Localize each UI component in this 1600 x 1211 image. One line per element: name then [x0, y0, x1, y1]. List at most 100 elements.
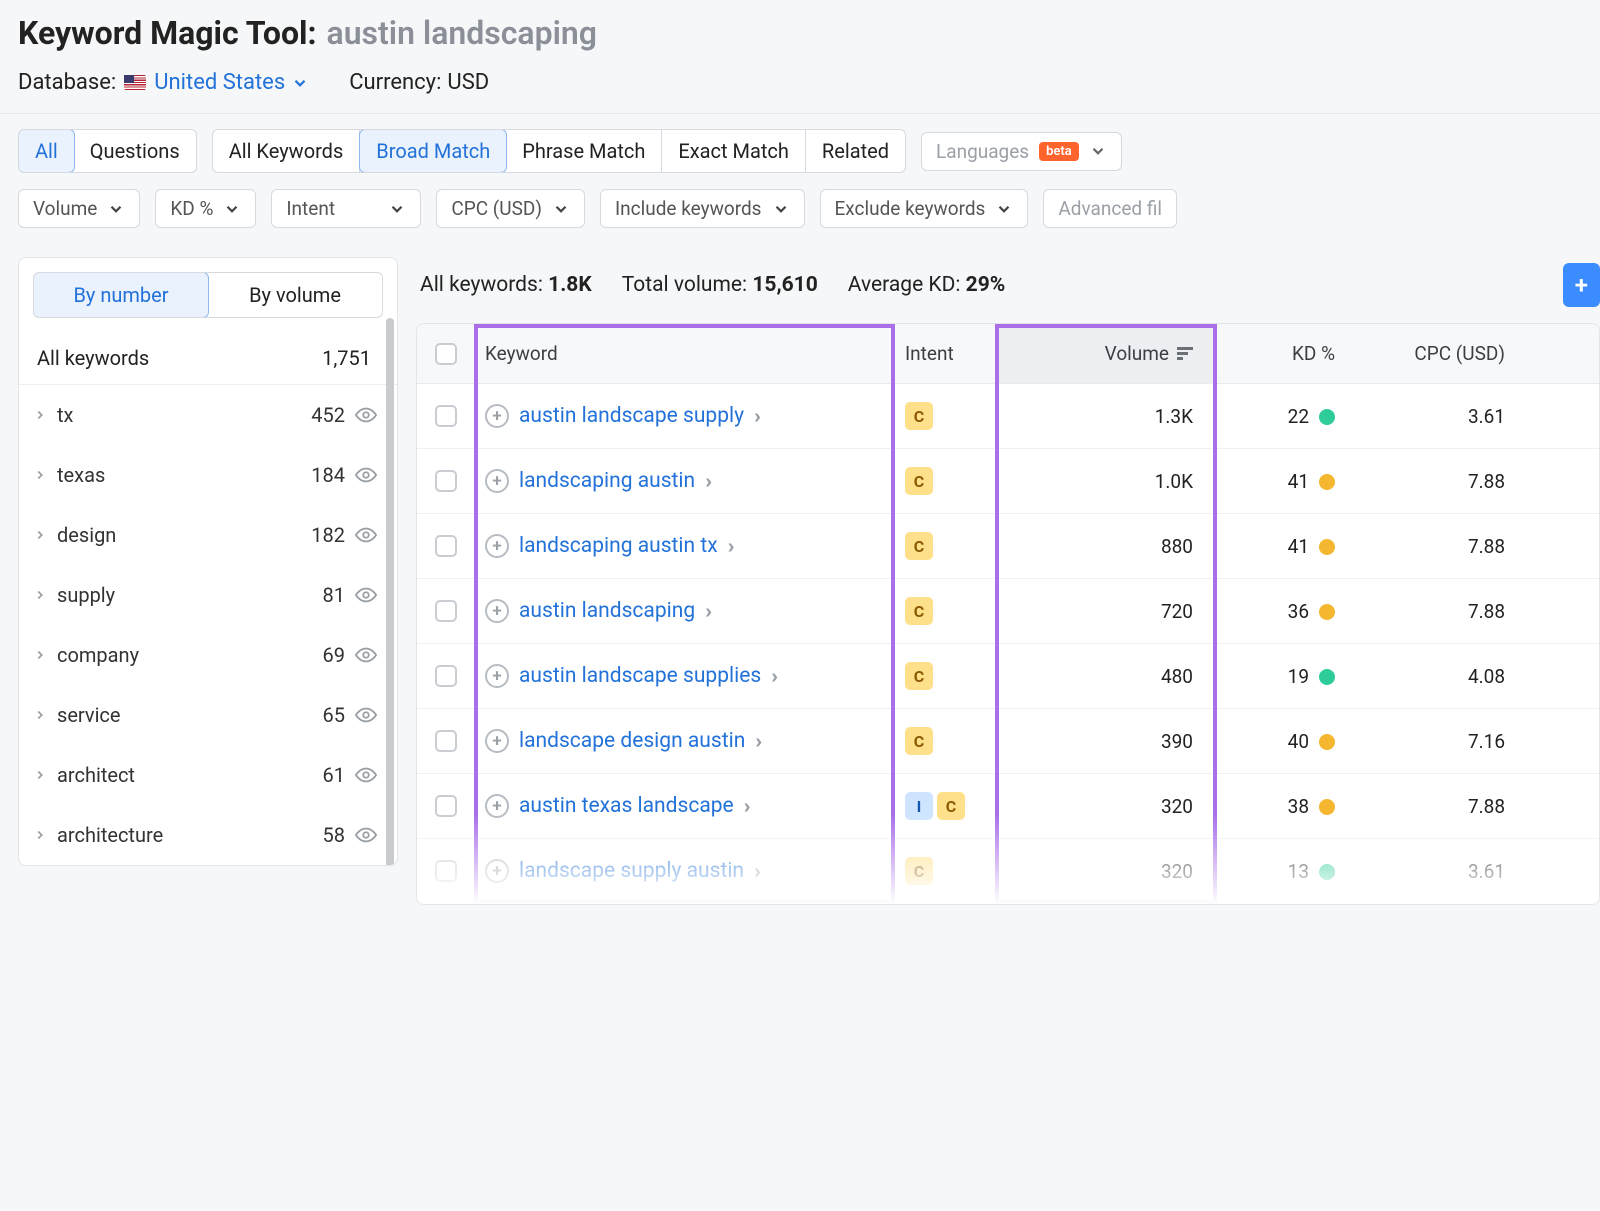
open-icon[interactable]: ›› [705, 599, 707, 623]
sidebar-all-keywords[interactable]: All keywords 1,751 [19, 332, 397, 385]
chevron-right-icon [33, 768, 47, 782]
open-icon[interactable]: ›› [771, 664, 773, 688]
keyword-cell: + austin landscape supplies ›› [485, 664, 885, 688]
expand-icon[interactable]: + [485, 599, 509, 623]
keyword-link[interactable]: austin texas landscape [519, 794, 734, 818]
eye-icon[interactable] [355, 404, 377, 426]
kd-cell: 38 [1215, 777, 1345, 836]
row-checkbox[interactable] [435, 470, 457, 492]
kd-dot-icon [1319, 474, 1335, 490]
volume-cell: 1.3K [995, 387, 1215, 446]
tab-exact-match[interactable]: Exact Match [662, 130, 806, 172]
tab-phrase-match[interactable]: Phrase Match [506, 130, 662, 172]
expand-icon[interactable]: + [485, 534, 509, 558]
intent-badge-c: C [905, 402, 933, 430]
sidebar-group-list: tx 452 texas 184 design 182 supply 81 co… [19, 385, 397, 865]
currency-value: USD [447, 70, 489, 95]
row-checkbox[interactable] [435, 860, 457, 882]
tab-related[interactable]: Related [806, 130, 905, 172]
sidebar-group-item[interactable]: architecture 58 [19, 805, 397, 865]
eye-icon[interactable] [355, 764, 377, 786]
chevron-right-icon [33, 648, 47, 662]
sidebar-group-item[interactable]: service 65 [19, 685, 397, 745]
expand-icon[interactable]: + [485, 794, 509, 818]
row-checkbox[interactable] [435, 535, 457, 557]
chevron-down-icon [107, 200, 125, 218]
sidebar-sort-tabs: By number By volume [33, 272, 383, 318]
sidebar-group-item[interactable]: architect 61 [19, 745, 397, 805]
th-checkbox [417, 325, 475, 383]
select-all-checkbox[interactable] [435, 343, 457, 365]
eye-icon[interactable] [355, 704, 377, 726]
sidebar-group-item[interactable]: supply 81 [19, 565, 397, 625]
row-checkbox[interactable] [435, 665, 457, 687]
th-cpc[interactable]: CPC (USD) [1345, 324, 1515, 383]
intent-badge-c: C [905, 597, 933, 625]
filter-include[interactable]: Include keywords [600, 189, 805, 228]
eye-icon[interactable] [355, 524, 377, 546]
keyword-link[interactable]: austin landscape supplies [519, 664, 761, 688]
scrollbar[interactable] [386, 318, 394, 866]
filter-volume[interactable]: Volume [18, 189, 140, 228]
database-selector[interactable]: Database: United States [18, 70, 309, 95]
keyword-link[interactable]: austin landscape supply [519, 404, 744, 428]
open-icon[interactable]: ›› [728, 534, 730, 558]
expand-icon[interactable]: + [485, 664, 509, 688]
filter-kd[interactable]: KD % [155, 189, 256, 228]
sidebar-group-item[interactable]: design 182 [19, 505, 397, 565]
open-icon[interactable]: ›› [754, 859, 756, 883]
th-keyword[interactable]: Keyword [475, 324, 895, 383]
sidebar-group-item[interactable]: tx 452 [19, 385, 397, 445]
th-intent[interactable]: Intent [895, 324, 995, 383]
eye-icon[interactable] [355, 644, 377, 666]
open-icon[interactable]: ›› [705, 469, 707, 493]
cpc-cell: 4.08 [1345, 647, 1515, 706]
open-icon[interactable]: ›› [754, 404, 756, 428]
filter-intent[interactable]: Intent [271, 189, 421, 228]
kd-dot-icon [1319, 864, 1335, 880]
sidebar-group-item[interactable]: company 69 [19, 625, 397, 685]
group-label: architect [57, 763, 323, 787]
eye-icon[interactable] [355, 824, 377, 846]
chevron-right-icon [33, 588, 47, 602]
expand-icon[interactable]: + [485, 469, 509, 493]
tab-questions[interactable]: Questions [74, 130, 196, 172]
languages-dropdown[interactable]: Languages beta [921, 132, 1122, 171]
group-label: texas [57, 463, 311, 487]
kd-dot-icon [1319, 539, 1335, 555]
sidebar-group-item[interactable]: texas 184 [19, 445, 397, 505]
eye-icon[interactable] [355, 464, 377, 486]
keyword-link[interactable]: landscaping austin [519, 469, 695, 493]
chevron-down-icon [552, 200, 570, 218]
th-volume[interactable]: Volume [995, 324, 1215, 383]
filter-advanced[interactable]: Advanced fil [1043, 189, 1177, 228]
expand-icon[interactable]: + [485, 729, 509, 753]
eye-icon[interactable] [355, 584, 377, 606]
keyword-link[interactable]: landscaping austin tx [519, 534, 718, 558]
tab-all-keywords[interactable]: All Keywords [213, 130, 361, 172]
add-button[interactable]: + [1563, 263, 1600, 307]
table-row: + landscape supply austin ›› C 320 13 3.… [417, 839, 1599, 904]
tab-by-number[interactable]: By number [33, 272, 209, 318]
intent-cell: IC [895, 774, 995, 838]
filter-cpc[interactable]: CPC (USD) [436, 189, 585, 228]
row-checkbox[interactable] [435, 600, 457, 622]
page-title-line: Keyword Magic Tool: austin landscaping [18, 14, 1582, 52]
kd-dot-icon [1319, 669, 1335, 685]
row-checkbox[interactable] [435, 730, 457, 752]
open-icon[interactable]: ›› [744, 794, 746, 818]
keyword-link[interactable]: austin landscaping [519, 599, 695, 623]
open-icon[interactable]: ›› [755, 729, 757, 753]
tab-by-volume[interactable]: By volume [208, 273, 382, 317]
th-kd[interactable]: KD % [1215, 324, 1345, 383]
row-checkbox[interactable] [435, 405, 457, 427]
filter-exclude[interactable]: Exclude keywords [820, 189, 1029, 228]
keyword-link[interactable]: landscape design austin [519, 729, 745, 753]
header-subline: Database: United States Currency: USD [18, 70, 1582, 95]
expand-icon[interactable]: + [485, 859, 509, 883]
tab-broad-match[interactable]: Broad Match [359, 129, 507, 173]
row-checkbox[interactable] [435, 795, 457, 817]
expand-icon[interactable]: + [485, 404, 509, 428]
tab-all[interactable]: All [18, 129, 75, 173]
keyword-link[interactable]: landscape supply austin [519, 859, 744, 883]
